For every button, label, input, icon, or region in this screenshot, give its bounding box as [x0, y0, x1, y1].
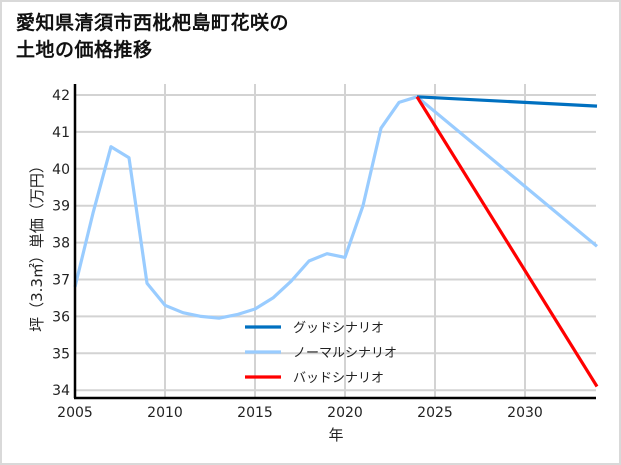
- y-tick-label: 34: [52, 383, 70, 399]
- series-line: [73, 95, 599, 320]
- x-tick-label: 2010: [147, 405, 183, 421]
- y-tick-label: 37: [52, 273, 70, 289]
- x-tick-label: 2025: [417, 405, 453, 421]
- data-series: [73, 95, 599, 388]
- tick-labels: 34 35 36 37 38 39 40 41 42 2005 2010 2015 2020 2025 20…: [52, 88, 543, 421]
- y-tick-label: 42: [52, 88, 70, 104]
- y-tick-label: 36: [52, 309, 70, 325]
- x-tick-label: 2030: [507, 405, 543, 421]
- y-axis-label: 坪（3.3㎡）単価（万円）: [28, 158, 46, 332]
- axes: [73, 84, 596, 400]
- series-line: [416, 95, 598, 108]
- chart-title: 愛知県清須市西枇杷島町花咲の 土地の価格推移: [16, 10, 289, 64]
- legend-label: ノーマルシナリオ: [293, 346, 397, 361]
- legend-label: バッドシナリオ: [293, 371, 384, 386]
- x-tick-label: 2005: [57, 405, 93, 421]
- series-line: [415, 95, 599, 388]
- x-tick-label: 2015: [237, 405, 273, 421]
- x-axis-label: 年: [328, 426, 343, 444]
- chart-title-line1: 愛知県清須市西枇杷島町花咲の: [16, 12, 290, 34]
- chart-title-line2: 土地の価格推移: [16, 39, 153, 61]
- y-tick-label: 38: [52, 236, 70, 252]
- x-tick-label: 2020: [327, 405, 363, 421]
- y-tick-label: 39: [52, 199, 70, 215]
- legend-label: グッドシナリオ: [293, 321, 384, 336]
- y-tick-label: 40: [52, 162, 70, 178]
- y-tick-label: 41: [52, 125, 70, 141]
- y-tick-label: 35: [52, 346, 70, 362]
